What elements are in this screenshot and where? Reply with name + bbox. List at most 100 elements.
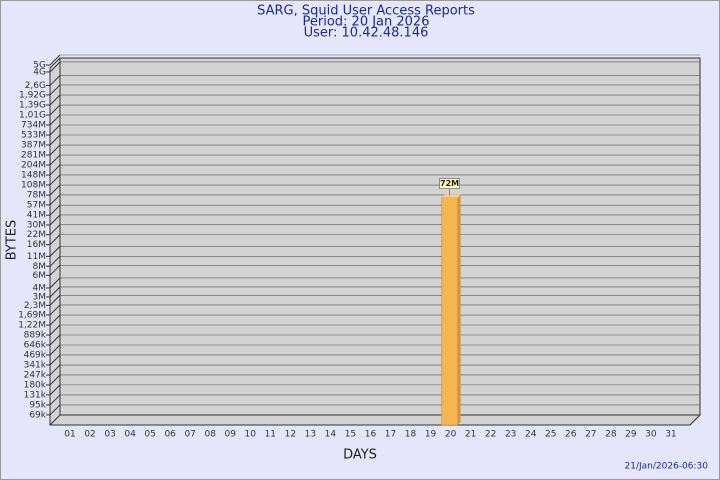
- y-axis-label: BYTES: [5, 220, 20, 261]
- x-tick-label: 16: [365, 430, 377, 440]
- y-tick-label: 204M: [21, 161, 46, 171]
- grid-line: [49, 75, 61, 86]
- y-tick-label: 41M: [27, 211, 46, 221]
- grid-line: [49, 286, 61, 298]
- floor-edge: [49, 414, 61, 426]
- grid-line: [49, 277, 61, 289]
- chart-subtitle: Period: 20 Jan 2026: [303, 15, 430, 30]
- bar-side: [457, 194, 461, 425]
- y-tick-label: 69k: [29, 410, 46, 420]
- grid-line: [49, 154, 61, 166]
- x-tick-label: 09: [225, 430, 237, 440]
- y-tick-label: 533M: [21, 131, 46, 141]
- y-tick-label: 1,92G: [19, 90, 46, 100]
- y-tick-label: 469k: [24, 351, 47, 361]
- grid-line: [49, 194, 61, 206]
- y-tick-label: 8M: [33, 262, 47, 272]
- y-tick-label: 4M: [33, 283, 47, 293]
- grid-line: [49, 184, 61, 196]
- x-tick-label: 29: [625, 430, 637, 440]
- x-tick-label: 15: [345, 430, 356, 440]
- x-tick-label: 21: [465, 430, 476, 440]
- chart-user: User: 10.42.48.146: [304, 26, 429, 41]
- x-tick-label: 26: [565, 430, 577, 440]
- y-tick-label: 78M: [27, 191, 46, 201]
- y-tick-label: 1,22M: [18, 321, 46, 331]
- grid-line: [49, 404, 61, 416]
- x-tick-label: 22: [485, 430, 496, 440]
- grid-line: [49, 394, 61, 406]
- y-tick-label: 22M: [27, 230, 46, 240]
- grid-line: [49, 264, 61, 276]
- grid-line: [49, 364, 61, 376]
- y-tick-label: 734M: [21, 120, 46, 130]
- y-tick-label: 1,39G: [19, 101, 46, 111]
- x-tick-label: 31: [665, 430, 676, 440]
- grid-line: [49, 224, 61, 236]
- y-tick-label: 3M: [33, 292, 47, 302]
- x-tick-label: 03: [104, 430, 115, 440]
- grid-line: [49, 144, 61, 156]
- y-tick-label: 1,69M: [18, 310, 46, 320]
- grid-line: [49, 204, 61, 216]
- x-tick-label: 11: [265, 430, 276, 440]
- grid-line: [49, 164, 61, 176]
- x-tick-label: 27: [585, 430, 596, 440]
- grid-line: [49, 304, 61, 316]
- y-tick-label: 4G: [33, 67, 46, 77]
- x-tick-label: 25: [545, 430, 556, 440]
- y-tick-label: 108M: [21, 180, 46, 190]
- y-tick-label: 95k: [29, 400, 46, 410]
- grid-line: [49, 334, 61, 346]
- x-tick-label: 01: [64, 430, 75, 440]
- y-tick-label: 30M: [27, 220, 46, 230]
- x-tick-label: 13: [305, 430, 316, 440]
- y-tick-label: 247k: [24, 371, 47, 381]
- x-tick-label: 28: [605, 430, 617, 440]
- grid-line: [49, 94, 61, 106]
- x-tick-label: 17: [385, 430, 396, 440]
- bar: [441, 197, 458, 426]
- x-tick-label: 07: [184, 430, 195, 440]
- x-tick-label: 02: [84, 430, 95, 440]
- x-tick-label: 04: [124, 430, 136, 440]
- bar-top: [441, 194, 461, 198]
- grid-line: [49, 134, 61, 146]
- y-tick-label: 180k: [24, 380, 47, 390]
- y-tick-label: 341k: [24, 360, 47, 370]
- x-tick-label: 18: [405, 430, 417, 440]
- x-tick-label: 10: [245, 430, 257, 440]
- x-tick-label: 05: [144, 430, 155, 440]
- grid-line: [49, 324, 61, 336]
- y-tick-label: 889k: [24, 331, 47, 341]
- grid-line: [49, 61, 61, 73]
- grid-line: [49, 114, 61, 126]
- x-axis-label: DAYS: [343, 448, 377, 463]
- grid-line: [49, 124, 61, 136]
- grid-line: [49, 54, 61, 66]
- grid-line: [49, 374, 61, 386]
- value-label: 72M: [440, 179, 459, 188]
- y-tick-label: 57M: [27, 200, 46, 210]
- grid-line: [49, 344, 61, 356]
- x-tick-label: 30: [645, 430, 657, 440]
- grid-line: [49, 354, 61, 366]
- grid-line: [49, 314, 61, 326]
- y-tick-label: 5G: [33, 61, 46, 71]
- y-tick-label: 1,01G: [19, 111, 46, 121]
- grid-line: [49, 384, 61, 396]
- y-tick-label: 2,6G: [25, 81, 46, 91]
- y-tick-label: 2,3M: [24, 301, 46, 311]
- y-tick-label: 6M: [33, 271, 47, 281]
- y-tick-label: 387M: [21, 141, 46, 151]
- y-tick-label: 11M: [27, 252, 46, 262]
- grid-line: [49, 174, 61, 186]
- grid-line: [49, 84, 61, 96]
- y-tick-label: 16M: [27, 240, 46, 250]
- y-tick-label: 148M: [21, 171, 46, 181]
- grid-line: [49, 214, 61, 226]
- grid-line: [49, 255, 61, 267]
- x-tick-label: 24: [525, 430, 537, 440]
